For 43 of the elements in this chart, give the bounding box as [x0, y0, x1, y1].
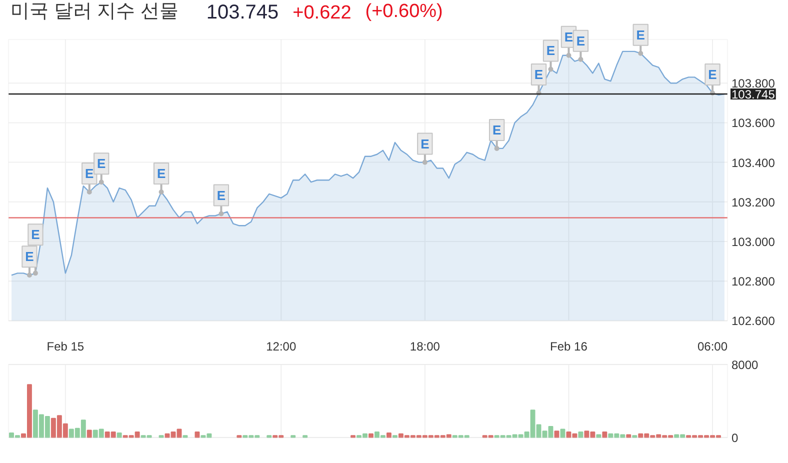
data-label: E	[546, 43, 556, 58]
data-label: E	[31, 227, 40, 242]
bar	[560, 428, 566, 438]
text: +0.622	[292, 2, 352, 24]
y-tick-label: 8000	[732, 358, 759, 372]
x-tick-label: 12:00	[266, 340, 296, 354]
x-tick-label: 06:00	[698, 340, 728, 354]
data-label: E	[156, 166, 166, 181]
x-tick-label: 18:00	[410, 340, 440, 354]
data-label: E	[708, 67, 718, 82]
text: (+0.60%)	[365, 1, 443, 22]
data-label: E	[636, 27, 646, 42]
data-label: E	[85, 166, 94, 181]
bar	[194, 432, 200, 438]
x-tick-label: Feb 16	[550, 340, 588, 354]
y-tick-label: 0	[732, 431, 738, 445]
x-tick-label: Feb 15	[46, 340, 84, 354]
y-tick-label: 103.600	[732, 116, 776, 130]
bar	[86, 430, 92, 438]
bar	[602, 432, 608, 438]
chart-title: 미국 달러 지수 선물	[10, 1, 178, 22]
bar	[386, 432, 392, 438]
y-tick-label: 103.400	[732, 156, 776, 170]
ref-line-label: 103.745	[732, 87, 776, 102]
text: 103.745	[206, 2, 279, 24]
data-label: E	[534, 67, 544, 82]
y-tick-label: 103.000	[732, 234, 776, 249]
y-tick-label: 102.600	[732, 314, 776, 328]
y-tick-label: 102.800	[732, 274, 776, 289]
data-label: E	[492, 122, 502, 138]
data-label: E	[25, 249, 34, 264]
data-label: E	[97, 156, 106, 172]
bar	[578, 432, 584, 438]
y-tick-label: 103.200	[732, 195, 776, 210]
bar	[116, 432, 122, 438]
bar	[554, 430, 560, 438]
data-label: E	[420, 136, 430, 152]
bar	[368, 433, 374, 438]
data-label: E	[216, 188, 226, 203]
bar	[596, 434, 602, 438]
data-label: E	[564, 29, 574, 44]
bar	[626, 434, 632, 438]
data-label: E	[576, 33, 586, 48]
